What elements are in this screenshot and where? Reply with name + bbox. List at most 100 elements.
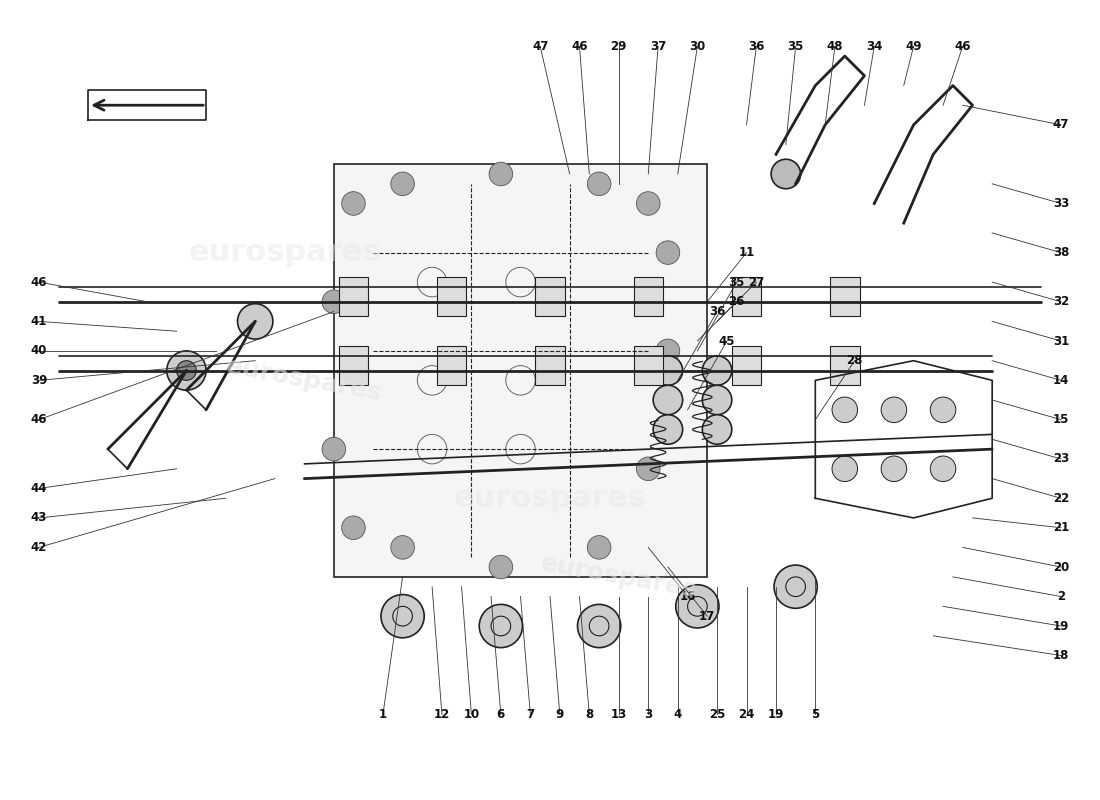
Text: 13: 13 xyxy=(610,708,627,721)
Text: 19: 19 xyxy=(768,708,784,721)
Circle shape xyxy=(177,361,196,380)
Text: 22: 22 xyxy=(1053,492,1069,505)
Circle shape xyxy=(702,386,732,414)
Circle shape xyxy=(578,604,620,648)
Circle shape xyxy=(167,351,206,390)
Text: 45: 45 xyxy=(718,334,735,347)
Circle shape xyxy=(653,356,683,386)
Text: 19: 19 xyxy=(1053,619,1069,633)
Circle shape xyxy=(656,339,680,362)
Text: 41: 41 xyxy=(31,315,47,328)
Text: eurospares: eurospares xyxy=(224,354,384,406)
Circle shape xyxy=(675,585,719,628)
Text: 28: 28 xyxy=(846,354,862,367)
Text: 47: 47 xyxy=(532,40,549,53)
Text: 30: 30 xyxy=(690,40,705,53)
Text: 33: 33 xyxy=(1053,197,1069,210)
Text: 23: 23 xyxy=(1053,453,1069,466)
Bar xyxy=(830,346,859,386)
Circle shape xyxy=(342,192,365,215)
Text: 46: 46 xyxy=(955,40,971,53)
Circle shape xyxy=(322,290,345,314)
Circle shape xyxy=(342,516,365,539)
Bar xyxy=(339,277,369,317)
Circle shape xyxy=(238,304,273,339)
Text: 2: 2 xyxy=(1057,590,1065,603)
Circle shape xyxy=(587,172,610,196)
Circle shape xyxy=(931,397,956,422)
Text: 7: 7 xyxy=(526,708,535,721)
Circle shape xyxy=(881,397,906,422)
Circle shape xyxy=(931,456,956,482)
Text: 42: 42 xyxy=(31,541,47,554)
FancyBboxPatch shape xyxy=(333,164,707,577)
Text: 46: 46 xyxy=(31,275,47,289)
Text: 40: 40 xyxy=(31,344,47,358)
Text: 3: 3 xyxy=(645,708,652,721)
Text: 34: 34 xyxy=(866,40,882,53)
Bar xyxy=(536,346,564,386)
Text: 32: 32 xyxy=(1053,295,1069,308)
Bar xyxy=(732,346,761,386)
Circle shape xyxy=(322,438,345,461)
Text: 1: 1 xyxy=(378,708,387,721)
Text: 15: 15 xyxy=(1053,413,1069,426)
Text: 8: 8 xyxy=(585,708,593,721)
Text: 36: 36 xyxy=(708,305,725,318)
Circle shape xyxy=(490,162,513,186)
Text: 24: 24 xyxy=(738,708,755,721)
Text: 16: 16 xyxy=(680,590,696,603)
Text: 10: 10 xyxy=(463,708,480,721)
Circle shape xyxy=(381,594,425,638)
Circle shape xyxy=(653,386,683,414)
Text: 38: 38 xyxy=(1053,246,1069,259)
Text: 29: 29 xyxy=(610,40,627,53)
Text: 46: 46 xyxy=(571,40,587,53)
Text: 4: 4 xyxy=(673,708,682,721)
Text: 20: 20 xyxy=(1053,561,1069,574)
Bar xyxy=(830,277,859,317)
Text: 48: 48 xyxy=(827,40,844,53)
Circle shape xyxy=(832,456,858,482)
Circle shape xyxy=(702,356,732,386)
Text: 9: 9 xyxy=(556,708,564,721)
Circle shape xyxy=(771,159,801,189)
Text: 49: 49 xyxy=(905,40,922,53)
Text: 12: 12 xyxy=(433,708,450,721)
Text: 44: 44 xyxy=(31,482,47,495)
Text: 25: 25 xyxy=(708,708,725,721)
Bar xyxy=(339,346,369,386)
Text: 36: 36 xyxy=(748,40,764,53)
Bar xyxy=(437,277,466,317)
Bar xyxy=(732,277,761,317)
Circle shape xyxy=(656,241,680,264)
Text: 35: 35 xyxy=(788,40,804,53)
Text: eurospares: eurospares xyxy=(188,238,381,267)
Bar xyxy=(634,346,663,386)
Text: 31: 31 xyxy=(1053,334,1069,347)
Text: eurospares: eurospares xyxy=(539,551,698,602)
Circle shape xyxy=(637,192,660,215)
Circle shape xyxy=(587,536,610,559)
Circle shape xyxy=(702,414,732,444)
Text: 35: 35 xyxy=(728,275,745,289)
Text: 43: 43 xyxy=(31,511,47,525)
Text: 14: 14 xyxy=(1053,374,1069,387)
Text: 39: 39 xyxy=(31,374,47,387)
Text: 11: 11 xyxy=(738,246,755,259)
Circle shape xyxy=(390,536,415,559)
Text: 21: 21 xyxy=(1053,522,1069,534)
Circle shape xyxy=(390,172,415,196)
Circle shape xyxy=(490,555,513,579)
Text: 46: 46 xyxy=(31,413,47,426)
Bar xyxy=(536,277,564,317)
Text: 47: 47 xyxy=(1053,118,1069,131)
Circle shape xyxy=(774,565,817,608)
Text: 26: 26 xyxy=(728,295,745,308)
Text: 17: 17 xyxy=(700,610,715,622)
Circle shape xyxy=(881,456,906,482)
Text: 18: 18 xyxy=(1053,649,1069,662)
Text: 37: 37 xyxy=(650,40,667,53)
Circle shape xyxy=(832,397,858,422)
Text: eurospares: eurospares xyxy=(454,484,647,513)
